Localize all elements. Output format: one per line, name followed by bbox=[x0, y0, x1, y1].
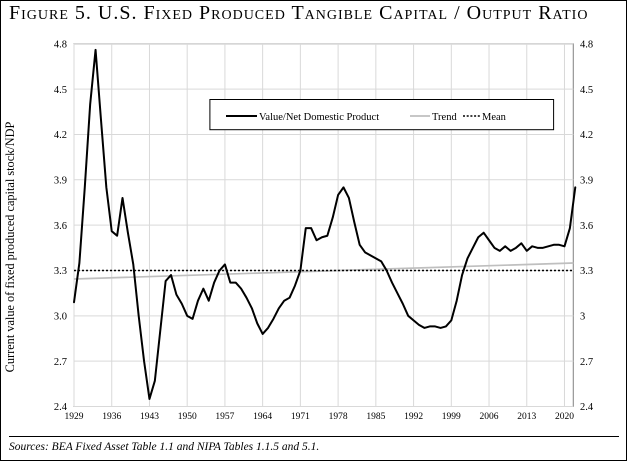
svg-text:3.6: 3.6 bbox=[580, 221, 593, 232]
svg-text:4.2: 4.2 bbox=[580, 130, 593, 141]
svg-text:3.3: 3.3 bbox=[54, 266, 67, 277]
svg-text:1929: 1929 bbox=[65, 412, 84, 422]
svg-text:2.7: 2.7 bbox=[580, 357, 593, 368]
svg-text:1936: 1936 bbox=[102, 412, 121, 422]
svg-text:3.6: 3.6 bbox=[54, 221, 67, 232]
svg-text:1957: 1957 bbox=[215, 412, 234, 422]
svg-text:2.4: 2.4 bbox=[580, 402, 594, 413]
svg-text:4.2: 4.2 bbox=[54, 130, 67, 141]
svg-text:2006: 2006 bbox=[480, 412, 499, 422]
svg-text:1964: 1964 bbox=[253, 412, 272, 422]
svg-text:4.5: 4.5 bbox=[580, 85, 593, 96]
svg-text:3.0: 3.0 bbox=[54, 312, 67, 323]
svg-text:1985: 1985 bbox=[366, 412, 385, 422]
svg-text:1978: 1978 bbox=[329, 412, 348, 422]
svg-text:Value/Net Domestic Product: Value/Net Domestic Product bbox=[259, 112, 379, 123]
svg-text:1992: 1992 bbox=[404, 412, 423, 422]
svg-text:1943: 1943 bbox=[140, 412, 159, 422]
svg-text:2020: 2020 bbox=[555, 412, 574, 422]
svg-text:3.9: 3.9 bbox=[54, 176, 67, 187]
svg-text:2.7: 2.7 bbox=[54, 357, 67, 368]
svg-text:Current value of fixed produce: Current value of fixed produced capital … bbox=[3, 122, 17, 373]
svg-text:3.9: 3.9 bbox=[580, 176, 593, 187]
svg-text:Trend: Trend bbox=[432, 112, 457, 123]
svg-text:3.3: 3.3 bbox=[580, 266, 593, 277]
svg-text:Mean: Mean bbox=[482, 112, 507, 123]
svg-text:1971: 1971 bbox=[291, 412, 310, 422]
svg-text:1999: 1999 bbox=[442, 412, 461, 422]
svg-text:3: 3 bbox=[580, 312, 585, 323]
svg-text:2013: 2013 bbox=[517, 412, 536, 422]
svg-text:4.8: 4.8 bbox=[54, 40, 67, 51]
svg-text:1950: 1950 bbox=[178, 412, 197, 422]
svg-text:4.5: 4.5 bbox=[54, 85, 67, 96]
svg-text:4.8: 4.8 bbox=[580, 40, 593, 51]
